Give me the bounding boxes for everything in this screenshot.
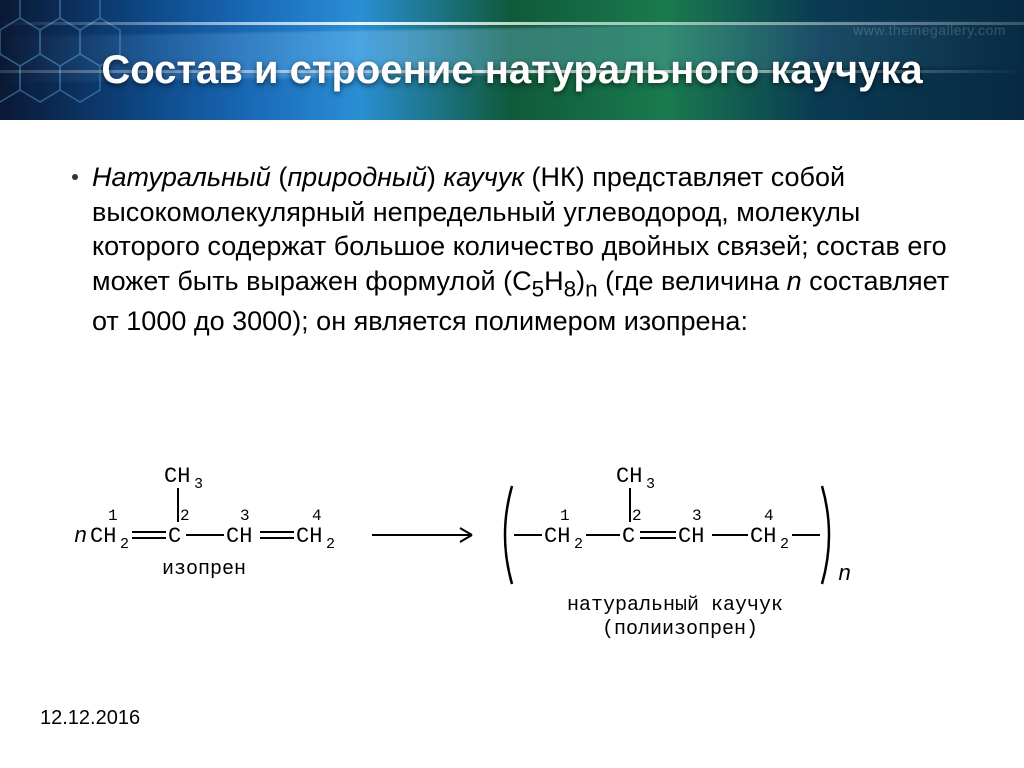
carbon-index: 2 bbox=[180, 507, 190, 525]
carbon: CH bbox=[750, 524, 776, 549]
content-area: Натуральный (природный) каучук (НК) пред… bbox=[72, 160, 964, 338]
footer-date: 12.12.2016 bbox=[40, 707, 140, 730]
bullet-item: Натуральный (природный) каучук (НК) пред… bbox=[72, 160, 964, 338]
substituent-sub: 3 bbox=[646, 476, 655, 493]
coeff-n: n bbox=[74, 524, 87, 549]
carbon: C bbox=[168, 524, 181, 549]
polymer-label: натуральный каучук bbox=[567, 594, 783, 617]
monomer-label: изопрен bbox=[162, 558, 246, 581]
substituent: CH bbox=[616, 464, 642, 489]
bullet-dot-icon bbox=[72, 174, 78, 180]
carbon: CH bbox=[544, 524, 570, 549]
carbon: CH bbox=[296, 524, 322, 549]
polymer-label-2: (полиизопрен) bbox=[602, 618, 758, 641]
paren-left-icon bbox=[505, 486, 512, 584]
watermark-text: www.themegallery.com bbox=[853, 22, 1006, 38]
carbon-index: 4 bbox=[764, 507, 774, 525]
header-band: www.themegallery.com Состав и строение н… bbox=[0, 0, 1024, 120]
carbon-index: 3 bbox=[692, 507, 702, 525]
substituent-sub: 3 bbox=[194, 476, 203, 493]
reaction-diagram: 1 2 3 4 CH 3 n CH 2 C CH CH 2 изопрен bbox=[72, 462, 952, 647]
carbon-index: 2 bbox=[632, 507, 642, 525]
arrow-head-icon bbox=[460, 535, 472, 542]
carbon-sub: 2 bbox=[326, 536, 335, 553]
carbon: CH bbox=[226, 524, 252, 549]
carbon-sub: 2 bbox=[574, 536, 583, 553]
repeat-n: n bbox=[838, 562, 851, 587]
slide-title: Состав и строение натурального каучука bbox=[0, 48, 1024, 93]
arrow-head-icon bbox=[460, 528, 472, 535]
carbon: CH bbox=[90, 524, 116, 549]
substituent: CH bbox=[164, 464, 190, 489]
paragraph-text: Натуральный (природный) каучук (НК) пред… bbox=[92, 160, 964, 338]
carbon-index: 1 bbox=[560, 507, 570, 525]
carbon: C bbox=[622, 524, 635, 549]
carbon-sub: 2 bbox=[120, 536, 129, 553]
carbon-index: 1 bbox=[108, 507, 118, 525]
paren-right-icon bbox=[822, 486, 829, 584]
carbon-index: 4 bbox=[312, 507, 322, 525]
carbon-sub: 2 bbox=[780, 536, 789, 553]
carbon: CH bbox=[678, 524, 704, 549]
carbon-index: 3 bbox=[240, 507, 250, 525]
